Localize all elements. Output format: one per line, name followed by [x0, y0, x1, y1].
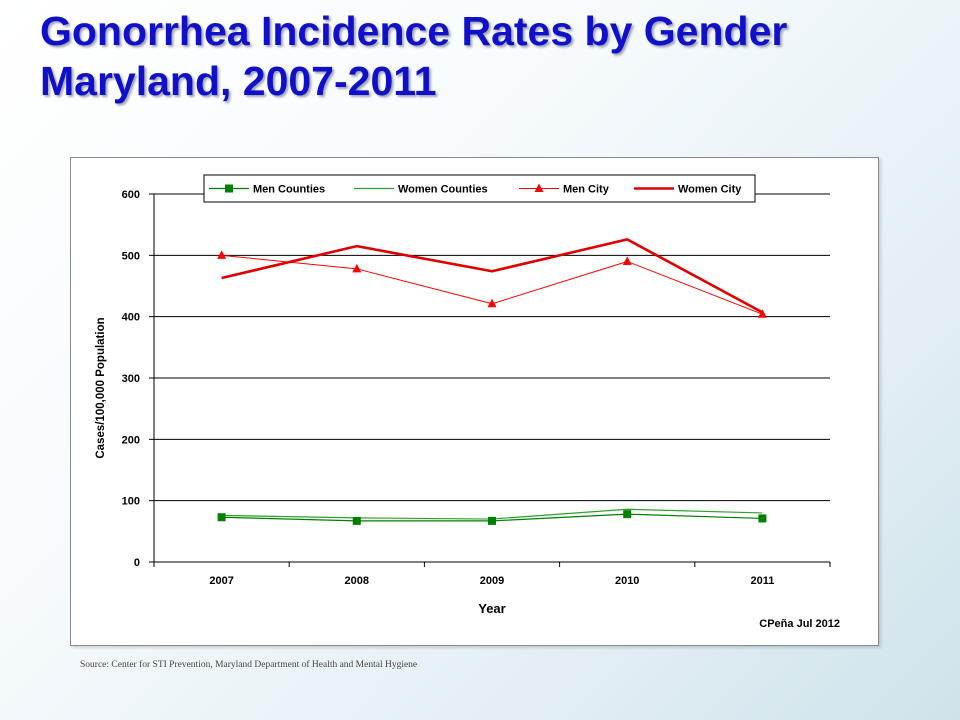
- data-point-2: [352, 263, 362, 273]
- legend-label: Men Counties: [253, 184, 325, 196]
- data-point-0: [352, 516, 361, 525]
- data-point-0: [758, 514, 767, 523]
- y-tick-label: 400: [122, 312, 140, 324]
- y-tick-label: 600: [122, 189, 140, 201]
- slide-title: Gonorrhea Incidence Rates by Gender Mary…: [40, 6, 787, 106]
- data-point-0: [488, 516, 496, 525]
- legend-label: Women Counties: [398, 184, 488, 196]
- y-tick-label: 500: [122, 250, 140, 262]
- y-tick-label: 0: [134, 557, 140, 569]
- series-line-3: [221, 238, 764, 314]
- data-point-0: [217, 513, 226, 522]
- legend-marker: [225, 184, 233, 193]
- y-tick-label: 200: [122, 434, 140, 446]
- legend-marker: [534, 183, 544, 192]
- legend-label: Men City: [563, 184, 610, 196]
- data-point-2: [217, 250, 227, 259]
- x-tick-label: 2008: [345, 575, 369, 587]
- slide-title-line-1: Gonorrhea Incidence Rates by Gender: [40, 8, 788, 54]
- x-axis-title: Year: [478, 601, 505, 616]
- source-note: Source: Center for STI Prevention, Maryl…: [80, 660, 418, 670]
- y-tick-label: 300: [122, 373, 140, 385]
- line-chart: 0 100 200 300 400 500 600 2007 2008 2009 2010 2011 Y…: [95, 174, 840, 630]
- slide-title-line-2: Maryland, 2007-2011: [40, 58, 437, 104]
- y-tick-label: 100: [122, 496, 140, 508]
- x-tick-label: 2011: [750, 575, 774, 587]
- y-axis-title: Cases/100,000 Population: [95, 317, 107, 458]
- data-point-0: [623, 510, 632, 519]
- chart-frame: 0 100 200 300 400 500 600 2007 2008 2009 2010 2011 Y…: [70, 157, 879, 646]
- data-point-2: [757, 309, 767, 318]
- x-tick-label: 2007: [209, 575, 233, 587]
- legend-label: Women City: [678, 184, 742, 196]
- chart-credit: CPeña Jul 2012: [759, 618, 840, 630]
- data-point-2: [622, 256, 632, 265]
- x-tick-label: 2009: [480, 575, 504, 587]
- data-point-2: [487, 298, 497, 308]
- x-tick-label: 2010: [615, 575, 639, 587]
